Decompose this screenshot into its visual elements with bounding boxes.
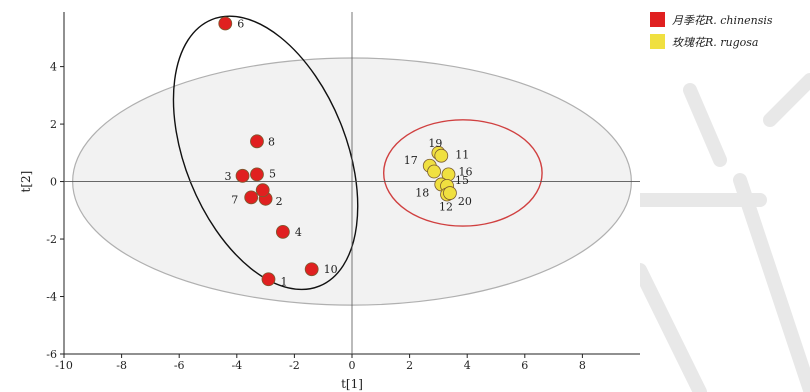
point-label: 3 (225, 170, 232, 183)
ellipse-group-chinensis (172, 15, 359, 291)
legend-label: 月季花R. chinensis (672, 14, 773, 27)
point-label: 18 (415, 186, 429, 199)
point-label: 17 (404, 154, 418, 167)
legend-label: 玫瑰花R. rugosa (672, 36, 759, 49)
x-tick-label: -6 (174, 359, 185, 372)
point-label: 15 (455, 174, 469, 187)
y-tick-label: 0 (50, 176, 57, 189)
point-label: 7 (231, 193, 238, 206)
data-point (304, 262, 319, 277)
y-tick-label: -6 (46, 348, 57, 361)
point-label: 12 (439, 200, 453, 213)
x-tick-label: 2 (406, 359, 413, 372)
data-point (434, 148, 449, 163)
x-tick-label: 8 (579, 359, 586, 372)
x-tick-label: -8 (116, 359, 127, 372)
legend: 月季花R. chinensis 玫瑰花R. rugosa (650, 12, 773, 49)
point-label: 16 (458, 165, 472, 178)
x-tick-label: 6 (521, 359, 528, 372)
data-point (261, 272, 276, 287)
y-tick-label: 4 (50, 61, 57, 74)
x-axis-label: t[1] (341, 377, 363, 391)
point-label: 6 (237, 17, 244, 30)
point-label: 10 (324, 263, 338, 276)
y-tick-label: 2 (50, 118, 57, 131)
x-tick-label: -4 (231, 359, 242, 372)
data-point (218, 16, 233, 31)
x-tick-label: -2 (289, 359, 300, 372)
legend-swatch (650, 12, 665, 27)
point-label: 11 (455, 149, 469, 162)
data-point (235, 168, 250, 183)
data-point (443, 186, 457, 200)
point-label: 20 (458, 195, 472, 208)
x-tick-label: -10 (55, 359, 73, 372)
axes: -10 -8 -6 -4 -2 0 2 4 6 8 -6 -4 -2 0 2 4 (46, 12, 640, 372)
point-label: 19 (428, 137, 442, 150)
y-tick-label: -4 (46, 291, 57, 304)
data-point (275, 224, 290, 239)
point-label: 4 (295, 226, 302, 239)
y-axis-label: t[2] (19, 171, 33, 193)
point-label: 1 (280, 275, 287, 288)
data-point (244, 190, 259, 205)
data-point (427, 164, 441, 179)
legend-swatch (650, 34, 665, 49)
point-label: 8 (268, 135, 275, 148)
ellipse-group-rugosa (382, 119, 543, 227)
point-label: 2 (276, 195, 283, 208)
data-point (250, 134, 264, 149)
x-tick-label: 0 (349, 359, 356, 372)
y-tick-label: -2 (46, 233, 57, 246)
data-point (250, 167, 264, 182)
point-label: 5 (269, 167, 276, 180)
x-tick-label: 4 (464, 359, 471, 372)
data-point (255, 183, 270, 198)
